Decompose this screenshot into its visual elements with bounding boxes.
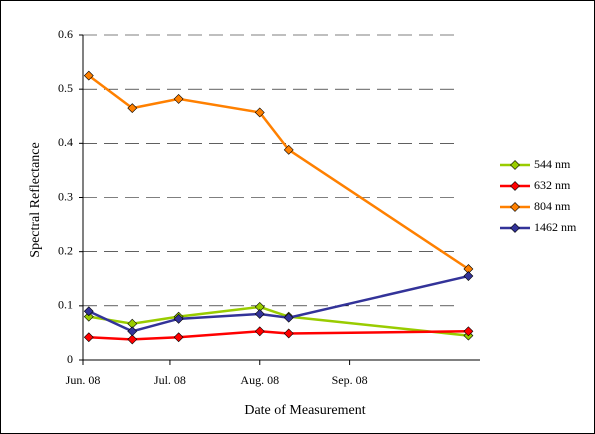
y-tick-label: 0.5 <box>58 81 73 95</box>
y-tick-label: 0.1 <box>58 298 73 312</box>
legend-label: 1462 nm <box>534 220 577 234</box>
data-point <box>127 334 138 345</box>
series-line <box>88 330 469 341</box>
data-point <box>83 332 94 343</box>
y-tick-label: 0.3 <box>58 189 73 203</box>
data-point <box>83 311 94 322</box>
x-tick-label: Jun. 08 <box>66 373 101 387</box>
x-tick-label: Jul. 08 <box>154 373 186 387</box>
legend-marker <box>510 181 520 191</box>
data-point <box>127 326 138 337</box>
legend-marker <box>510 223 520 233</box>
legend-label: 632 nm <box>534 178 571 192</box>
data-point <box>173 313 184 324</box>
legend-marker <box>510 202 520 212</box>
data-point <box>254 107 265 118</box>
series-line <box>88 274 469 333</box>
legend-label: 544 nm <box>534 157 571 171</box>
y-tick-label: 0 <box>67 352 73 366</box>
data-point <box>283 312 294 323</box>
data-point <box>83 70 94 81</box>
data-point <box>283 328 294 339</box>
data-point <box>173 332 184 343</box>
data-point <box>83 306 94 317</box>
x-tick-label: Aug. 08 <box>240 373 279 387</box>
x-axis-label: Date of Measurement <box>244 403 365 418</box>
series-line <box>88 74 470 271</box>
data-point <box>463 271 474 281</box>
y-tick-label: 0.2 <box>58 243 73 257</box>
legend-label: 804 nm <box>534 199 571 213</box>
data-point <box>173 93 184 104</box>
data-point <box>254 326 265 337</box>
data-point <box>283 144 294 155</box>
y-tick-label: 0.6 <box>58 27 73 41</box>
x-tick-label: Sep. 08 <box>332 373 368 387</box>
series-line <box>88 305 469 337</box>
y-axis-label: Spectral Reflectance <box>28 142 43 257</box>
data-point <box>127 103 138 114</box>
y-tick-label: 0.4 <box>58 135 73 149</box>
legend-marker <box>510 160 520 170</box>
data-point <box>463 326 474 337</box>
data-point <box>254 309 265 319</box>
